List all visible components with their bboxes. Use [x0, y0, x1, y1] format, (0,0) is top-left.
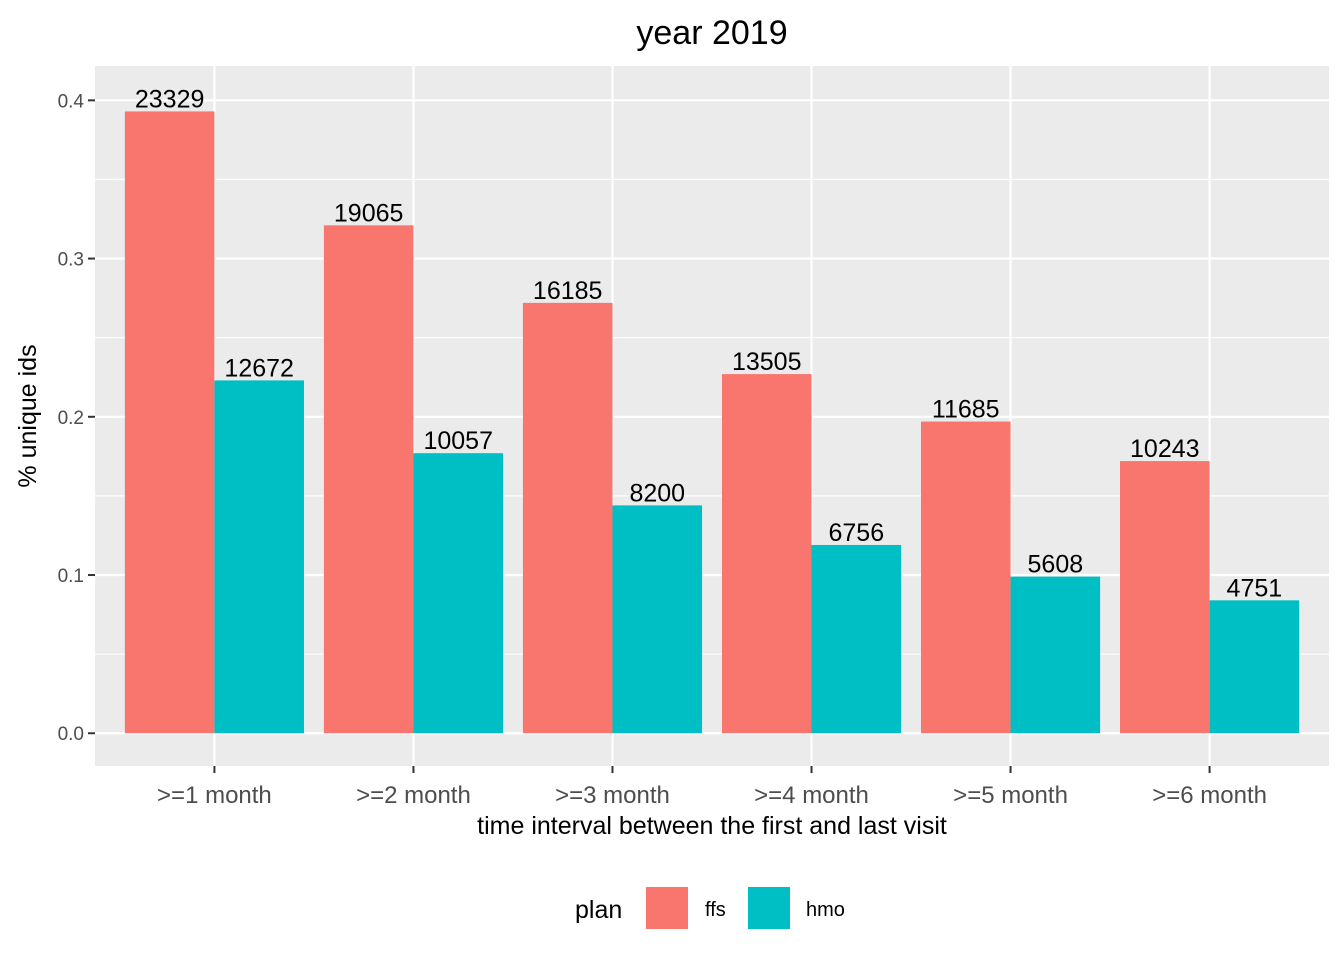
chart-title: year 2019 [636, 14, 787, 52]
y-axis-title: % unique ids [14, 344, 42, 487]
y-tick-label: 0.1 [58, 566, 84, 587]
y-tick-label: 0.0 [58, 724, 84, 745]
bar-label-hmo-2: 10057 [423, 427, 493, 455]
bar-labels: 23329 12672 19065 10057 16185 8200 13505 6756 11… [135, 85, 1282, 602]
bar-label-ffs-2: 19065 [334, 199, 404, 227]
bar-ffs-3 [522, 302, 613, 734]
legend-key-hmo [748, 887, 790, 929]
x-tick-label: >=1 month [157, 782, 272, 809]
bar-ffs-5 [920, 421, 1011, 734]
y-axis: 0.0 0.1 0.2 0.3 0.4 [58, 91, 95, 745]
bar-hmo-5 [1010, 576, 1101, 734]
legend: plan ffs hmo [575, 887, 845, 929]
x-tick-label: >=5 month [953, 782, 1068, 809]
x-axis-title: time interval between the first and last… [477, 812, 947, 840]
x-tick-label: >=6 month [1152, 782, 1267, 809]
bar-hmo-4 [811, 544, 902, 734]
bar-ffs-2 [323, 225, 414, 734]
bar-label-hmo-3: 8200 [629, 479, 685, 507]
y-tick-label: 0.2 [58, 408, 84, 429]
bar-hmo-6 [1209, 600, 1300, 734]
legend-title: plan [575, 896, 622, 924]
bar-ffs-4 [721, 374, 812, 734]
bars [124, 111, 1300, 734]
x-tick-label: >=4 month [754, 782, 869, 809]
bar-label-hmo-1: 12672 [224, 354, 294, 382]
legend-label-hmo: hmo [806, 899, 845, 921]
bar-label-ffs-4: 13505 [732, 348, 802, 376]
bar-hmo-1 [214, 380, 304, 734]
y-tick-label: 0.3 [58, 250, 84, 271]
x-tick-label: >=3 month [555, 782, 670, 809]
bar-label-ffs-5: 11685 [932, 396, 1000, 424]
bar-ffs-6 [1120, 461, 1210, 734]
bar-label-ffs-1: 23329 [135, 85, 205, 113]
bar-label-hmo-6: 4751 [1227, 574, 1283, 602]
bar-label-ffs-6: 10243 [1130, 435, 1200, 463]
bar-hmo-2 [413, 453, 504, 734]
x-tick-label: >=2 month [356, 782, 471, 809]
bar-hmo-3 [612, 505, 703, 734]
x-axis: >=1 month >=2 month >=3 month >=4 month >=5 … [157, 766, 1267, 809]
y-tick-label: 0.4 [58, 91, 85, 112]
legend-label-ffs: ffs [705, 899, 726, 921]
bar-label-hmo-4: 6756 [828, 519, 884, 547]
bar-label-hmo-5: 5608 [1028, 551, 1084, 579]
bar-ffs-1 [124, 111, 215, 734]
legend-key-ffs [646, 887, 688, 929]
bar-label-ffs-3: 16185 [533, 277, 603, 305]
